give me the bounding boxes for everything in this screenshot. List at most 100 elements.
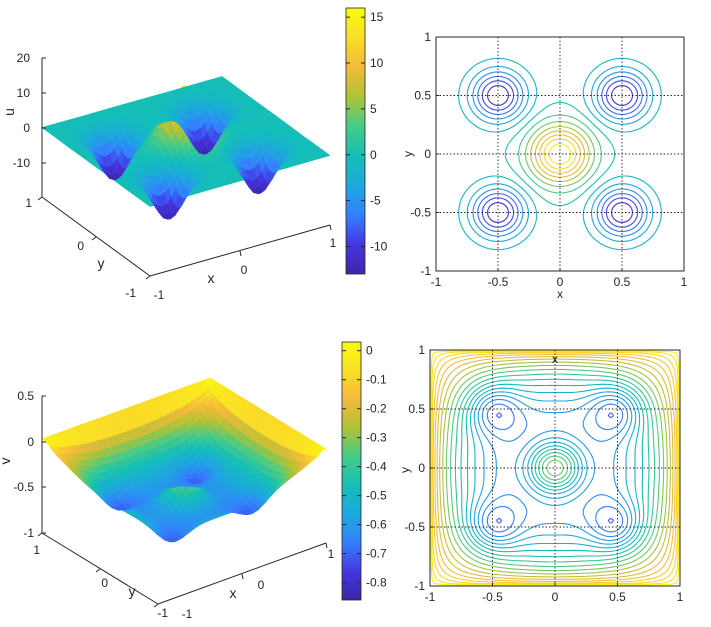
x-tick-label: 0 xyxy=(552,590,559,604)
contour-level-line xyxy=(481,80,639,228)
contour-u-lines xyxy=(458,57,662,251)
x-tick-label: 0 xyxy=(557,275,564,289)
surface-patch xyxy=(216,76,226,81)
u-y-axis-label: y xyxy=(98,255,105,271)
y-tick-label: 0.5 xyxy=(414,89,431,103)
colorbar-tick-label: -0.5 xyxy=(366,489,387,503)
surface-patch xyxy=(205,377,214,389)
u-z-axis-label: u xyxy=(1,108,17,116)
colorbar-tick-label: -0.4 xyxy=(366,460,387,474)
colorbar-u-gradient xyxy=(345,7,366,275)
u-x-tick xyxy=(329,224,332,231)
v-z-tick-label: -0.5 xyxy=(13,480,34,494)
colorbar-tick-label: -0.2 xyxy=(366,402,387,416)
contour-u-grid xyxy=(436,37,684,271)
v-x-axis-edge xyxy=(157,542,327,605)
v-z-tick-label: -1 xyxy=(23,526,34,540)
surface-v-mesh xyxy=(41,377,327,543)
u-z-tick-label: -10 xyxy=(13,156,31,170)
contour-level-line xyxy=(445,364,665,572)
u-z-tick-label: 20 xyxy=(17,51,31,65)
contour-level-line xyxy=(530,125,590,183)
contour-level-line xyxy=(460,378,650,558)
u-x-axis-edge xyxy=(149,224,331,277)
contour-v-ticks: -1 -0.5 0 0.5 1 1 0.5 0 -0.5 -1 xyxy=(404,343,683,604)
surface-u-mesh xyxy=(41,76,331,220)
colorbar-tick-label: -0.3 xyxy=(366,431,387,445)
surface-plot-u: 20 10 0 -10 u 1 0 -1 y -1 0 1 x xyxy=(1,51,337,302)
v-x-axis-label: x xyxy=(230,585,237,601)
v-y-tick-label: -1 xyxy=(157,606,168,620)
u-x-tick-label: 1 xyxy=(330,236,337,250)
contour-plot-u: -1 -0.5 0 0.5 1 1 0.5 0 -0.5 -1 x y xyxy=(401,30,688,301)
surface-v-box-edges xyxy=(41,396,327,605)
contour-level-line xyxy=(432,352,678,584)
u-z-tick-label: 10 xyxy=(17,86,31,100)
v-y-tick-label: 1 xyxy=(33,543,40,557)
y-tick-label: -1 xyxy=(420,264,431,278)
u-y-tick xyxy=(91,236,97,241)
v-y-tick xyxy=(153,603,159,608)
v-y-tick-label: 0 xyxy=(101,576,108,590)
contour-level-line xyxy=(472,71,648,237)
colorbar-tick-label: 0 xyxy=(370,148,377,162)
u-x-tick-label: -1 xyxy=(154,288,165,302)
colorbar-tick-label: -10 xyxy=(370,239,388,253)
contour-level-line xyxy=(430,350,680,586)
colorbar-tick-label: 15 xyxy=(370,10,384,24)
v-y-axis-label: y xyxy=(129,583,136,599)
v-x-tick-label: 0 xyxy=(258,578,265,592)
contour-level-line xyxy=(481,398,629,538)
v-x-tick-label: -1 xyxy=(182,607,193,621)
v-y-axis-edge xyxy=(41,532,159,605)
contour-level-line xyxy=(504,101,616,207)
x-tick-label: 1 xyxy=(677,590,684,604)
y-tick-label: 1 xyxy=(424,30,431,44)
u-y-axis-edge xyxy=(41,196,151,277)
surface-plot-v: 0.5 0 -0.5 -1 v 1 0 -1 y -1 0 1 x xyxy=(0,377,335,621)
surface-v-ticks xyxy=(37,395,328,608)
contour-level-line xyxy=(434,354,676,582)
contour-level-line xyxy=(450,368,660,568)
x-tick-label: -1 xyxy=(431,275,442,289)
contour-v-grid xyxy=(430,350,680,586)
colorbar-tick-label: -0.1 xyxy=(366,373,387,387)
contour-v-y-axis-label: y xyxy=(398,467,412,473)
v-z-axis-label: v xyxy=(0,458,13,465)
y-tick-label: -1 xyxy=(414,579,425,593)
v-x-tick xyxy=(241,573,244,580)
y-tick-label: -0.5 xyxy=(410,206,431,220)
u-x-tick-label: 0 xyxy=(241,263,248,277)
contour-plot-v: -1 -0.5 0 0.5 1 1 0.5 0 -0.5 -1 x y xyxy=(398,343,684,604)
colorbar-tick-label: 5 xyxy=(370,102,377,116)
contour-level-line xyxy=(465,383,645,553)
contour-level-line xyxy=(534,130,586,178)
contour-level-line xyxy=(436,356,674,580)
contour-level-line xyxy=(442,361,668,575)
contour-u-ticks: -1 -0.5 0 0.5 1 1 0.5 0 -0.5 -1 xyxy=(410,30,687,289)
v-x-tick xyxy=(325,542,328,549)
u-y-tick-label: 0 xyxy=(77,239,84,253)
contour-level-line xyxy=(430,350,680,586)
contour-level-line xyxy=(469,387,641,549)
u-y-tick xyxy=(37,196,43,201)
u-x-tick xyxy=(239,250,242,257)
y-tick-label: 0 xyxy=(418,461,425,475)
u-y-tick-label: 1 xyxy=(25,196,32,210)
colorbar-v: 0 -0.1 -0.2 -0.3 -0.4 -0.5 -0.6 -0.7 -0.8 xyxy=(341,341,387,601)
x-tick-label: 0.5 xyxy=(614,275,631,289)
u-x-axis-label: x xyxy=(208,270,215,286)
contour-level-line xyxy=(454,373,656,563)
x-tick-label: 0.5 xyxy=(609,590,626,604)
v-z-tick-label: 0 xyxy=(27,435,34,449)
colorbar-tick-label: -0.7 xyxy=(366,547,387,561)
u-y-tick xyxy=(145,275,151,280)
colorbar-v-gradient xyxy=(341,341,362,601)
contour-level-line xyxy=(518,114,602,194)
contour-level-line xyxy=(543,138,577,170)
contour-level-line xyxy=(477,75,643,233)
u-y-tick-label: -1 xyxy=(125,286,136,300)
colorbar-tick-label: 10 xyxy=(370,56,384,70)
contour-level-line xyxy=(477,394,633,542)
